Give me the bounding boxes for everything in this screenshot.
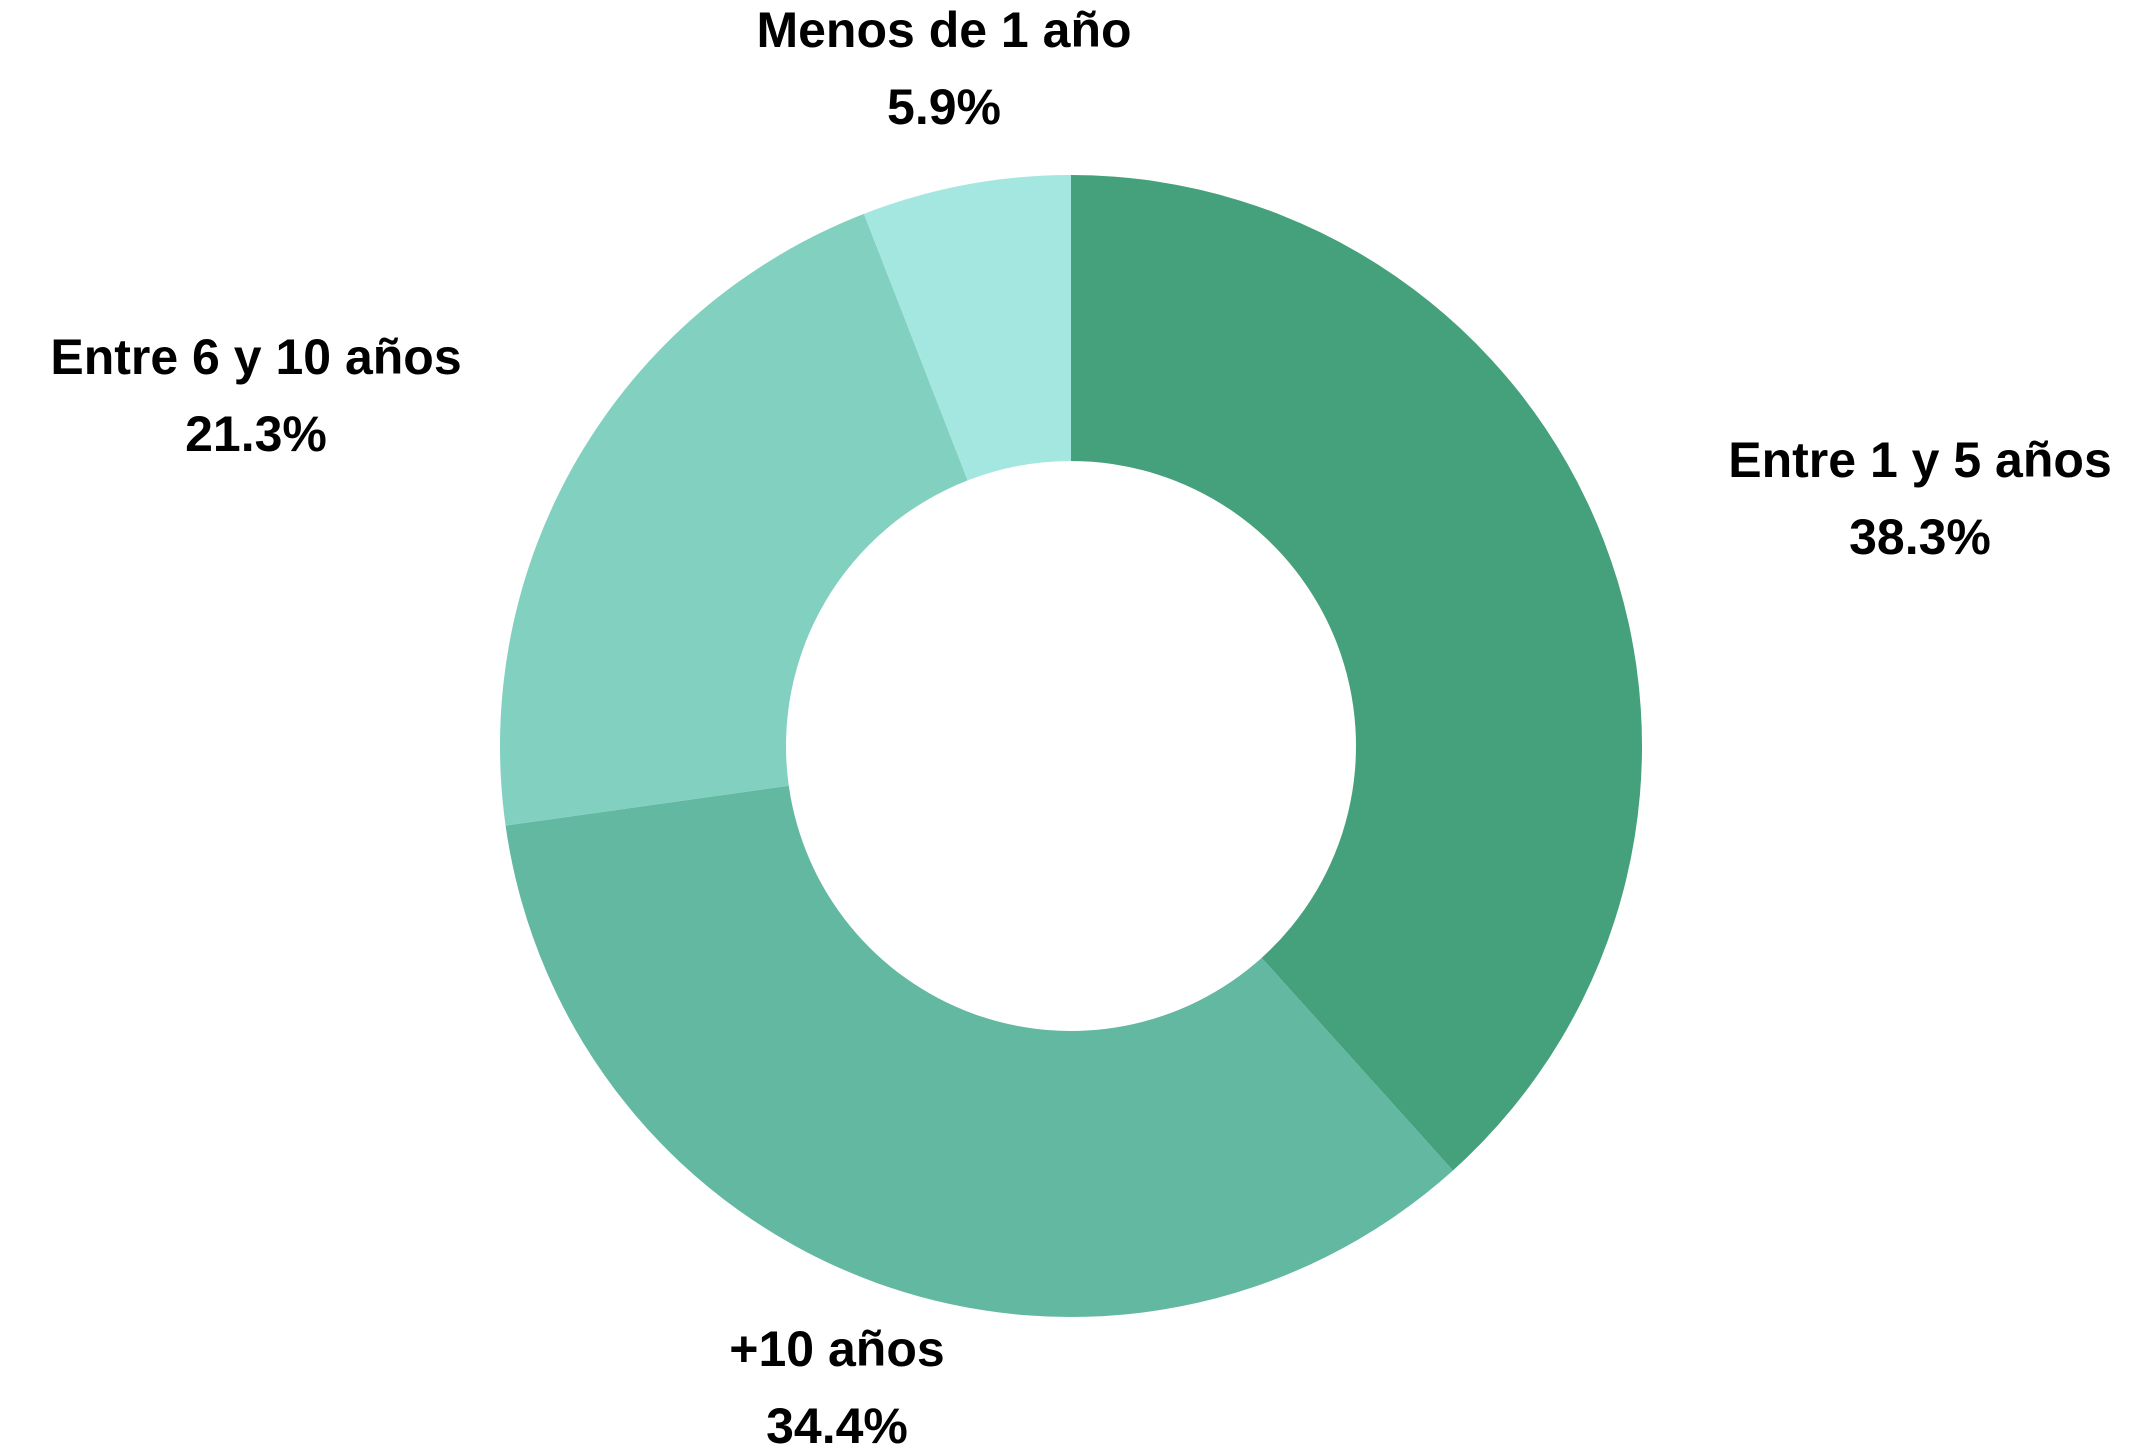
donut-segment [1071,175,1642,1171]
value-label: 5.9% [887,79,1001,135]
donut-segment [500,213,968,826]
segment-label: +10 años [729,1321,944,1377]
value-label: 34.4% [766,1398,908,1449]
segment-label: Entre 1 y 5 años [1728,432,2112,488]
value-label: 21.3% [185,406,327,462]
donut-segment [863,175,1071,481]
value-label: 38.3% [1849,509,1991,565]
donut-segment [505,785,1453,1317]
segment-label: Entre 6 y 10 años [50,329,461,385]
segment-label: Menos de 1 año [756,2,1131,58]
